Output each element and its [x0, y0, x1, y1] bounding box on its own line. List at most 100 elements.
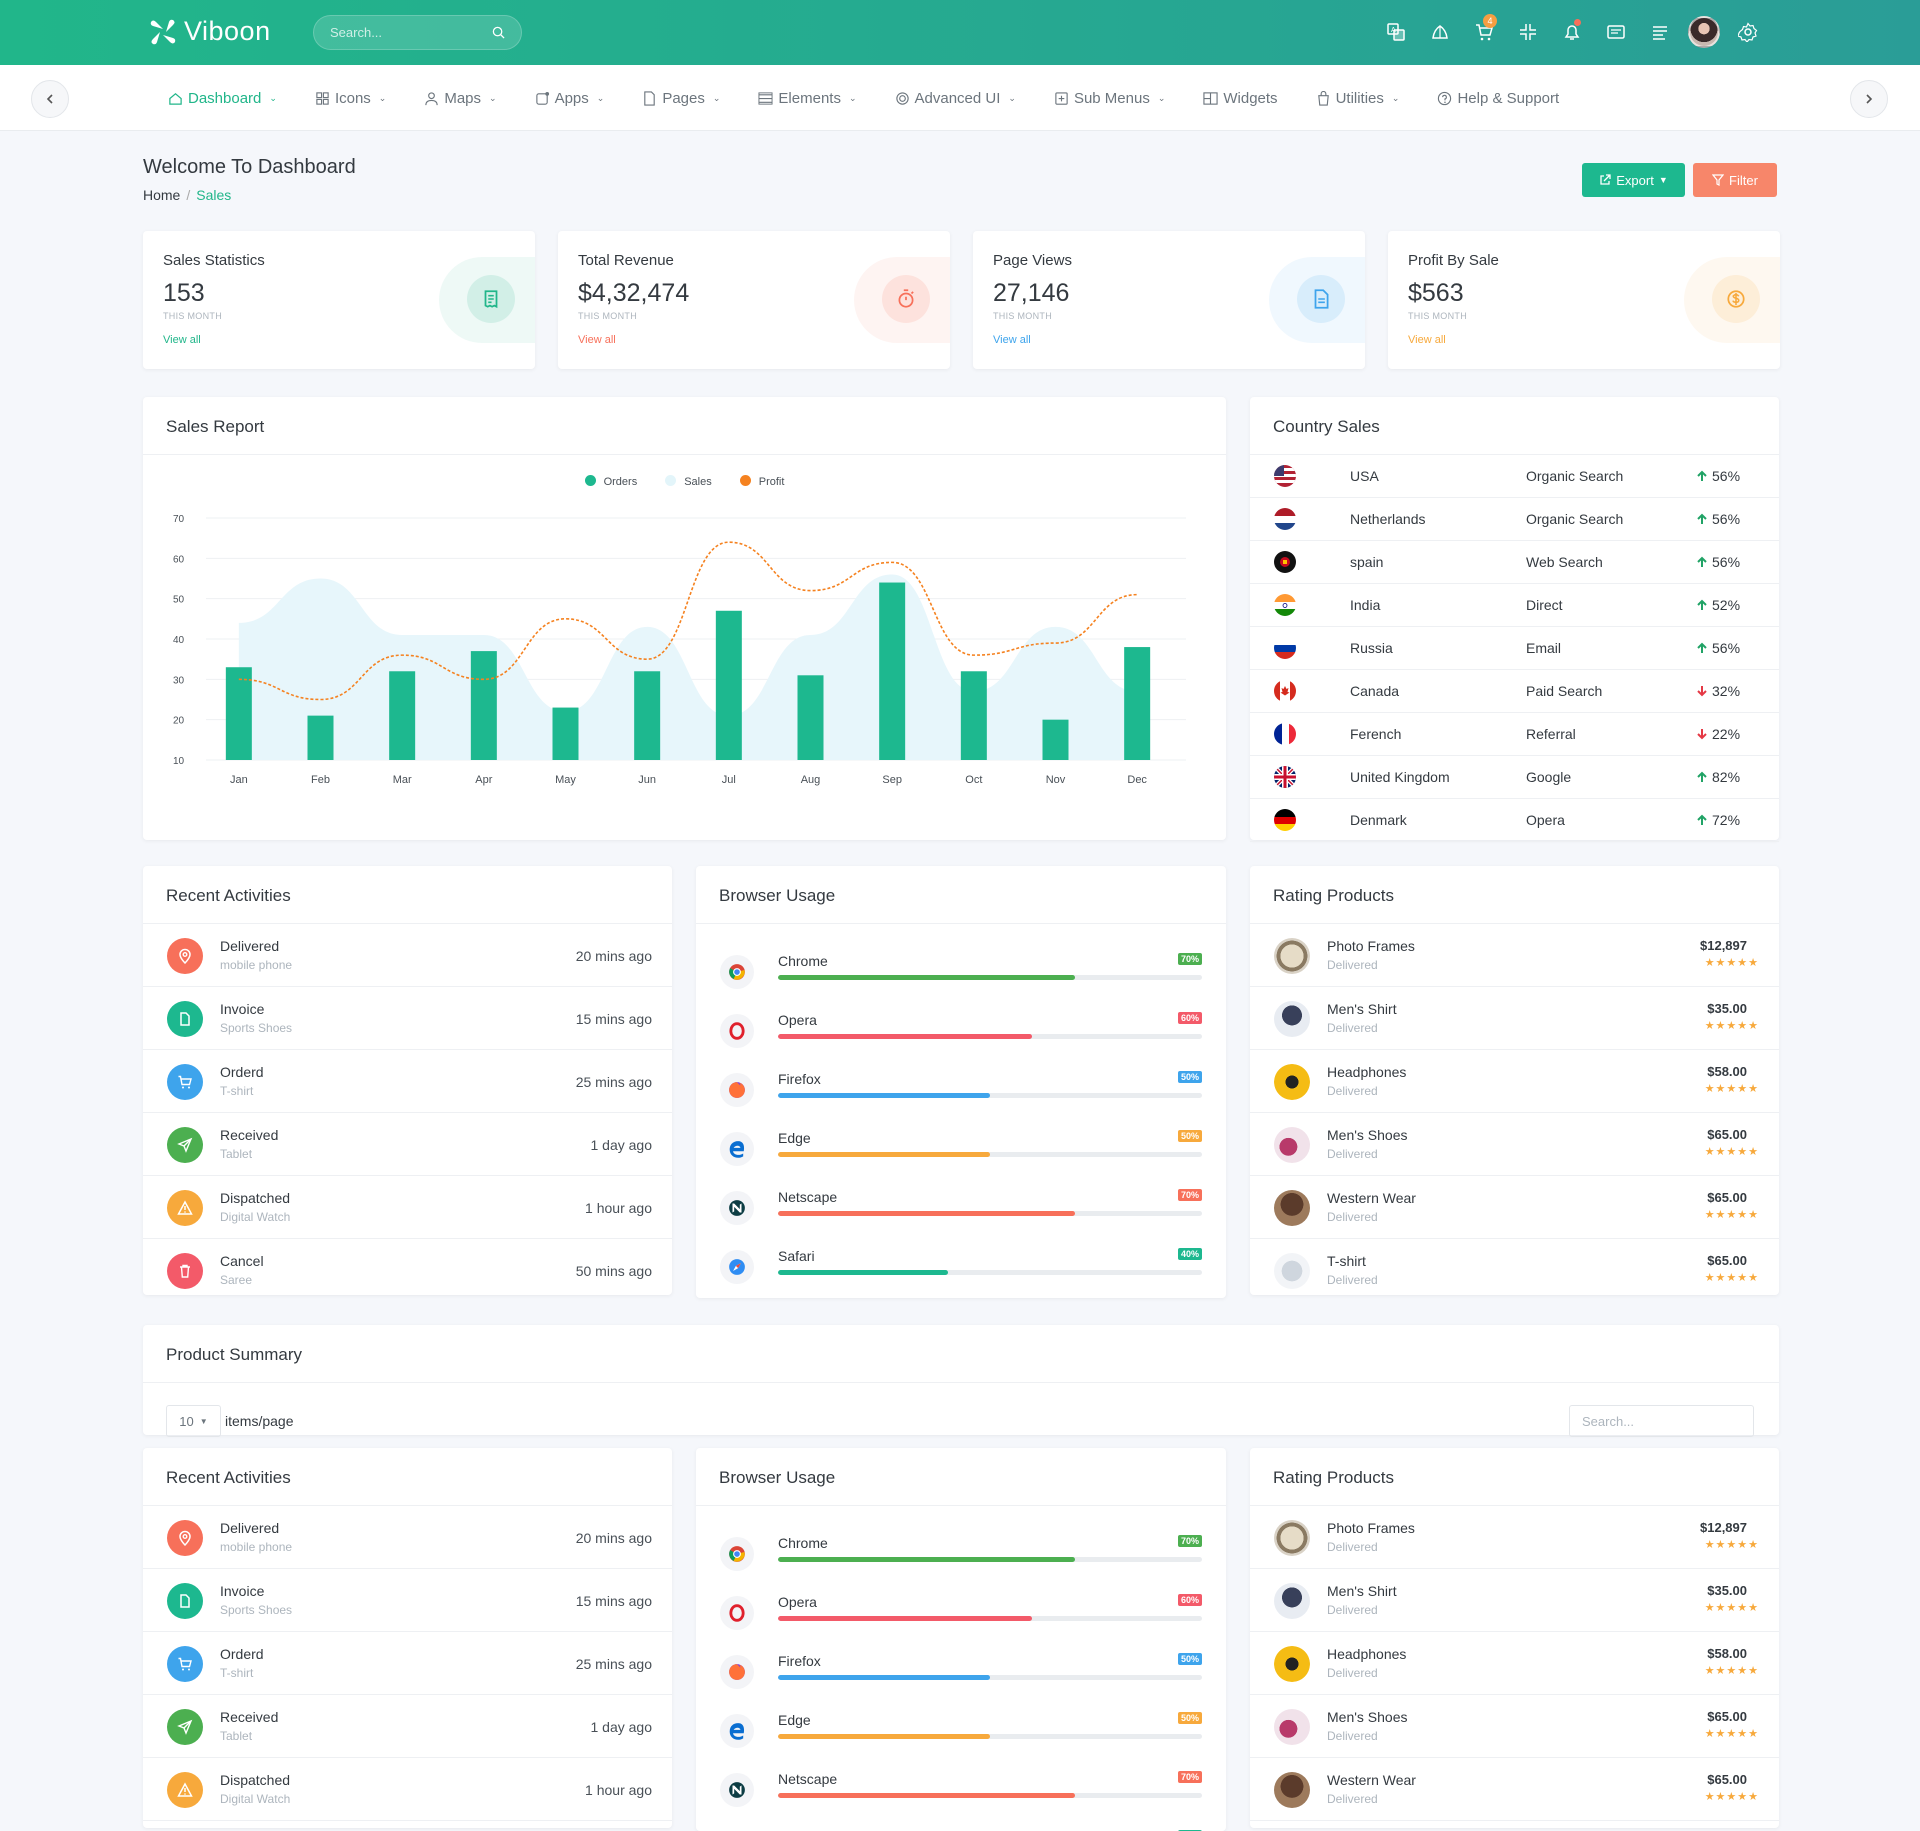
country-pct: 56%: [1712, 554, 1741, 570]
product-item[interactable]: Men's Shoes Delivered $65.00 ★★★★★: [1250, 1113, 1779, 1176]
nav-item-elements[interactable]: Elements ⌄: [758, 89, 857, 107]
product-item[interactable]: Headphones Delivered $58.00 ★★★★★: [1250, 1050, 1779, 1113]
nav-item-pages[interactable]: Pages ⌄: [642, 90, 720, 107]
nav-item-label: Elements: [778, 89, 841, 107]
legend-item-orders[interactable]: Orders: [584, 475, 637, 488]
opera-icon: [720, 1596, 754, 1630]
activity-item[interactable]: Received Tablet 1 day ago: [143, 1113, 672, 1176]
star-rating-icon: ★★★★★: [1704, 1209, 1759, 1221]
theme-icon[interactable]: [1418, 14, 1462, 50]
nav-item-label: Apps: [554, 89, 589, 107]
nav-item-apps[interactable]: Apps ⌄: [535, 89, 604, 107]
product-image: [1274, 1064, 1310, 1100]
nav-item-maps[interactable]: Maps ⌄: [424, 90, 497, 107]
flag-icon: [1274, 766, 1296, 788]
browser-item: Opera 60%: [696, 1584, 1226, 1643]
activity-title: Delivered: [220, 938, 280, 954]
chevron-down-icon: ⌄: [269, 92, 277, 103]
browser-progress: [778, 1034, 1202, 1039]
activity-item[interactable]: Received Tablet 1 day ago: [143, 1695, 672, 1758]
chrome-icon: [720, 955, 754, 989]
activity-item[interactable]: Invoice Sports Shoes 15 mins ago: [143, 987, 672, 1050]
nav-item-help-support[interactable]: Help & Support: [1437, 90, 1559, 107]
flag-icon: [1274, 680, 1296, 702]
product-search-input[interactable]: Search...: [1569, 1405, 1754, 1437]
product-item[interactable]: Western Wear Delivered $65.00 ★★★★★: [1250, 1176, 1779, 1239]
activity-item[interactable]: Orderd T-shirt 25 mins ago: [143, 1632, 672, 1695]
activity-item[interactable]: Orderd T-shirt 25 mins ago: [143, 1050, 672, 1113]
bell-icon[interactable]: [1550, 14, 1594, 50]
search-icon[interactable]: [492, 26, 505, 39]
series-line-profit: [238, 541, 1138, 701]
legend-item-sales[interactable]: Sales: [665, 475, 712, 488]
brand-logo[interactable]: Viboon: [150, 16, 271, 47]
nav-item-sub-menus[interactable]: Sub Menus ⌄: [1054, 90, 1165, 107]
filter-button[interactable]: Filter: [1693, 163, 1777, 197]
activity-item[interactable]: Invoice Sports Shoes 15 mins ago: [143, 1569, 672, 1632]
activity-time: 15 mins ago: [575, 1593, 652, 1609]
message-icon[interactable]: [1594, 14, 1638, 50]
browser-item: Chrome 70%: [696, 943, 1226, 1002]
sales-report-title: Sales Report: [166, 417, 265, 436]
product-item[interactable]: Men's Shirt Delivered $35.00 ★★★★★: [1250, 987, 1779, 1050]
view-all-link[interactable]: View all: [1408, 334, 1446, 346]
nav-item-utilities[interactable]: Utilities ⌄: [1316, 90, 1399, 107]
nav-item-label: Widgets: [1223, 89, 1278, 107]
view-all-link[interactable]: View all: [163, 334, 201, 346]
bar-orders: [715, 610, 742, 760]
legend-item-profit[interactable]: Profit: [739, 475, 784, 488]
stat-card-page-views: Page Views 27,146 THIS MONTH View all: [973, 231, 1365, 369]
translate-icon[interactable]: A: [1374, 14, 1418, 50]
product-item[interactable]: Western Wear Delivered $65.00 ★★★★★: [1250, 1758, 1779, 1821]
nav-item-widgets[interactable]: Widgets: [1203, 89, 1278, 107]
product-status: Delivered: [1327, 1084, 1378, 1098]
page-size-select[interactable]: 10 ▼: [166, 1405, 221, 1437]
breadcrumb-home[interactable]: Home: [143, 187, 181, 203]
product-item[interactable]: Headphones Delivered $58.00 ★★★★★: [1250, 1632, 1779, 1695]
view-all-link[interactable]: View all: [993, 334, 1031, 346]
star-rating-icon: ★★★★★: [1704, 1539, 1759, 1551]
product-item[interactable]: Photo Frames Delivered $12,897 ★★★★★: [1250, 924, 1779, 987]
activity-item[interactable]: Dispatched Digital Watch 1 hour ago: [143, 1758, 672, 1821]
product-item[interactable]: Men's Shirt Delivered $35.00 ★★★★★: [1250, 1569, 1779, 1632]
cart-icon[interactable]: 4: [1462, 14, 1506, 50]
activity-time: 1 hour ago: [585, 1782, 652, 1798]
y-tick-label: 50: [173, 595, 185, 606]
collapse-icon[interactable]: [1506, 14, 1550, 50]
netscape-icon: [720, 1191, 754, 1225]
search-input[interactable]: Search...: [313, 15, 522, 50]
bar-orders: [634, 671, 661, 760]
stat-card-profit-by-sale: Profit By Sale $563 THIS MONTH View all: [1388, 231, 1780, 369]
avatar-button[interactable]: [1682, 14, 1726, 50]
nav-item-advanced-ui[interactable]: Advanced UI ⌄: [895, 90, 1016, 107]
list-icon[interactable]: [1638, 14, 1682, 50]
product-status: Delivered: [1327, 1729, 1378, 1743]
activity-item[interactable]: Delivered mobile phone 20 mins ago: [143, 924, 672, 987]
activity-sub: mobile phone: [220, 958, 293, 972]
browser-item: Firefox 50%: [696, 1061, 1226, 1120]
nav-scroll-right[interactable]: [1850, 80, 1888, 118]
activity-item[interactable]: Dispatched Digital Watch 1 hour ago: [143, 1176, 672, 1239]
y-tick-label: 60: [173, 554, 185, 565]
nav-scroll-left[interactable]: [31, 80, 69, 118]
product-image: [1274, 1520, 1310, 1556]
gear-icon[interactable]: [1726, 14, 1770, 50]
browser-item: Netscape 70%: [696, 1179, 1226, 1238]
view-all-link[interactable]: View all: [578, 334, 616, 346]
top-bar: Viboon Search... A 4: [0, 0, 1920, 65]
nav-item-icons[interactable]: Icons ⌄: [315, 90, 386, 107]
activity-item[interactable]: Delivered mobile phone 20 mins ago: [143, 1506, 672, 1569]
svg-text:A: A: [1391, 27, 1396, 34]
bar-orders: [879, 582, 906, 760]
nav-item-label: Help & Support: [1457, 89, 1560, 107]
nav-item-dashboard[interactable]: Dashboard ⌄: [168, 90, 277, 107]
export-button[interactable]: Export ▼: [1582, 163, 1685, 197]
product-price: $65.00: [1707, 1772, 1747, 1787]
product-item[interactable]: Photo Frames Delivered $12,897 ★★★★★: [1250, 1506, 1779, 1569]
product-item[interactable]: Men's Shoes Delivered $65.00 ★★★★★: [1250, 1695, 1779, 1758]
x-tick-label: May: [555, 774, 576, 786]
